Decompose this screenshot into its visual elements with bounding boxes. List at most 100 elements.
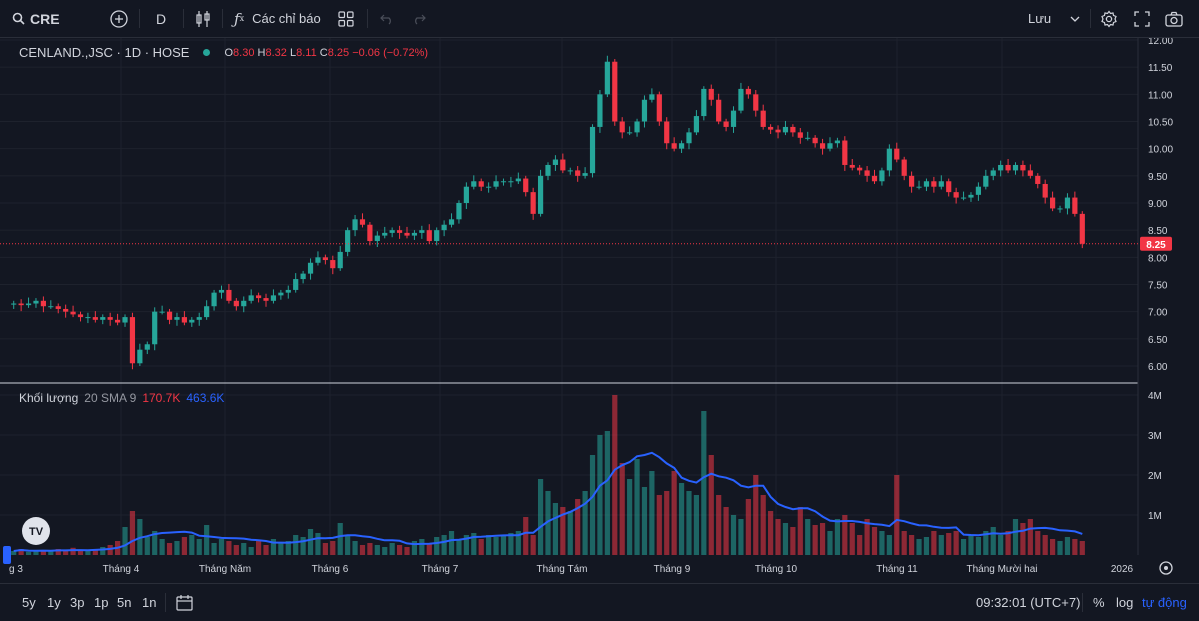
chart-type-button[interactable] — [195, 0, 211, 37]
time-tick-label: Tháng Năm — [199, 564, 251, 575]
volume-bar — [226, 541, 232, 555]
candle-body — [40, 300, 46, 307]
volume-bar — [315, 533, 321, 555]
time-tick-label: Tháng 11 — [876, 564, 918, 575]
candle-body — [300, 273, 306, 280]
candle-body — [960, 197, 967, 199]
candle-body — [189, 319, 195, 323]
snapshot-button[interactable] — [1165, 0, 1183, 37]
volume-bar — [975, 537, 981, 555]
range-1p[interactable]: 1p — [94, 595, 109, 610]
volume-bar — [760, 495, 766, 555]
volume-bar — [1020, 523, 1026, 555]
range-1n[interactable]: 1n — [142, 595, 157, 610]
settings-button[interactable] — [1100, 0, 1118, 37]
chart-area[interactable]: 12.00 11.50 11.00 10.50 10.00 9.50 9.00 8.50 8.0… — [0, 36, 1199, 583]
layouts-button[interactable] — [338, 0, 354, 37]
candle-body — [604, 61, 610, 95]
volume-bar — [560, 507, 566, 555]
volume-bar — [693, 495, 700, 555]
volume-bar — [567, 511, 573, 555]
volume-bar — [894, 475, 900, 555]
candle-body — [1050, 197, 1056, 209]
save-menu-button[interactable] — [1070, 0, 1080, 37]
range-5n[interactable]: 5n — [117, 595, 132, 610]
redo-button[interactable] — [412, 0, 426, 37]
volume-bar — [552, 503, 559, 555]
candle-body — [233, 300, 239, 307]
price-tick-label: 12.00 — [1148, 38, 1173, 47]
auto-scale-toggle[interactable]: tự động — [1142, 595, 1187, 610]
fullscreen-button[interactable] — [1134, 0, 1150, 37]
candle-body — [693, 116, 700, 133]
volume-title: Khối lượng — [19, 391, 79, 405]
volume-bar — [196, 539, 202, 555]
candle-body — [990, 170, 996, 176]
candle-body — [307, 262, 314, 274]
volume-bar — [233, 545, 239, 555]
candle-body — [998, 164, 1004, 171]
range-5y[interactable]: 5y — [22, 595, 36, 610]
candle-body — [374, 235, 380, 242]
volume-bar — [916, 539, 922, 555]
compare-button[interactable] — [110, 0, 128, 37]
save-button[interactable]: Lưu — [1028, 0, 1051, 37]
candle-body — [656, 94, 662, 122]
candle-body — [775, 129, 781, 133]
candle-body — [426, 230, 432, 242]
volume-bar — [819, 523, 826, 555]
volume-bar — [1012, 519, 1019, 555]
price-tick-label: 11.50 — [1148, 63, 1173, 74]
candle-body — [486, 186, 492, 188]
candle-body — [337, 251, 343, 269]
candle-body — [293, 279, 299, 290]
volume-bar — [879, 531, 885, 555]
candle-body — [70, 311, 76, 315]
volume-bar — [604, 431, 610, 555]
candle-body — [916, 186, 922, 188]
volume-bar — [953, 531, 959, 555]
grid — [0, 38, 1138, 555]
candle-body — [500, 181, 507, 183]
candle-body — [1072, 197, 1078, 214]
candle-body — [77, 314, 84, 318]
volume-bar — [1042, 535, 1048, 555]
undo-button[interactable] — [380, 0, 394, 37]
volume-bar — [307, 529, 314, 555]
candle-body — [983, 175, 989, 187]
range-3p[interactable]: 3p — [70, 595, 85, 610]
interval-button[interactable]: D — [156, 0, 166, 37]
candle-body — [345, 230, 351, 252]
time-tick-label: Tháng 10 — [755, 564, 798, 575]
candle-body — [619, 121, 625, 133]
volume-bar — [456, 539, 462, 555]
volume-bar — [181, 537, 187, 555]
volume-bar — [1057, 541, 1063, 555]
candle-body — [367, 224, 373, 242]
candle-body — [819, 143, 826, 149]
price-tick-label: 6.00 — [1148, 362, 1168, 373]
status-dot — [203, 49, 211, 56]
redo-icon — [412, 13, 426, 25]
goto-date-button[interactable] — [176, 584, 193, 621]
candle-body — [805, 137, 811, 139]
clock-time[interactable]: 09:32:01 (UTC+7) — [976, 595, 1081, 610]
volume-bar — [678, 483, 685, 555]
range-1y[interactable]: 1y — [47, 595, 61, 610]
candle-body — [1079, 213, 1085, 244]
candlestick-chart[interactable]: 12.00 11.50 11.00 10.50 10.00 9.50 9.00 8.50 8.0… — [0, 36, 1199, 583]
volume-bar — [419, 539, 425, 555]
symbol-search[interactable]: CRE — [12, 0, 60, 37]
candle-body — [701, 88, 707, 117]
log-toggle[interactable]: log — [1116, 595, 1134, 610]
volume-bar — [129, 511, 136, 555]
candle-body — [894, 148, 900, 160]
volume-bar — [441, 535, 447, 555]
volume-bar — [515, 531, 521, 555]
volume-bar — [270, 539, 277, 555]
calendar-icon — [176, 594, 193, 611]
last-price-label: 8.25 — [1146, 240, 1166, 251]
percent-toggle[interactable]: % — [1093, 595, 1105, 610]
volume-bar — [797, 507, 803, 555]
